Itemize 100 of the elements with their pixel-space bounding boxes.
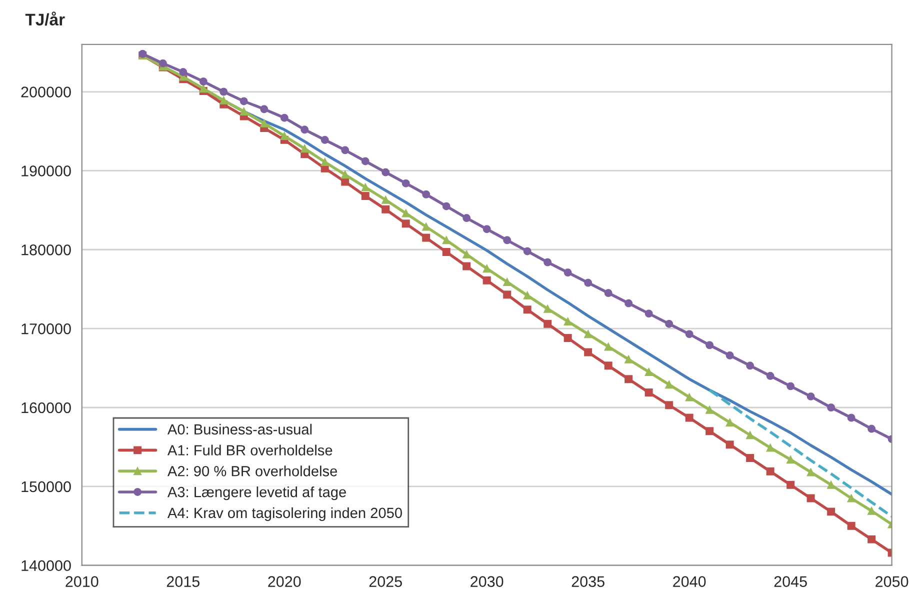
point [665, 401, 674, 410]
point [382, 205, 390, 214]
point [260, 119, 268, 128]
point [240, 108, 248, 116]
point [422, 190, 430, 198]
point [564, 268, 572, 277]
point [361, 183, 370, 192]
point [847, 494, 856, 502]
point [868, 535, 876, 544]
point [868, 424, 876, 433]
point [462, 262, 471, 270]
point [746, 431, 754, 440]
point [786, 382, 795, 390]
point [584, 330, 592, 338]
point [523, 247, 532, 256]
point [685, 330, 694, 338]
point [361, 192, 370, 200]
point [220, 96, 228, 104]
y-tick-label: 180000 [22, 244, 71, 256]
point [341, 146, 350, 154]
point [158, 59, 167, 68]
point [442, 236, 450, 244]
point [422, 222, 430, 231]
point [827, 480, 836, 489]
point [382, 196, 390, 204]
point [827, 508, 836, 516]
y-tick-label: 140000 [22, 560, 71, 572]
point [685, 393, 694, 402]
point [300, 126, 309, 134]
point [706, 406, 714, 414]
point [523, 291, 532, 300]
point [604, 289, 612, 298]
point [280, 132, 288, 140]
point [644, 368, 653, 376]
point [624, 375, 633, 384]
point [847, 414, 856, 422]
point [482, 264, 491, 273]
point [220, 88, 228, 96]
legend-label: A1: Fuld BR overholdelse [167, 444, 332, 456]
point [523, 306, 532, 314]
point [847, 522, 856, 530]
point [644, 388, 653, 396]
point [766, 444, 774, 452]
point [544, 258, 552, 266]
point [624, 299, 633, 308]
point [786, 456, 795, 464]
point [604, 362, 612, 370]
point [806, 494, 815, 502]
y-tick-label: 170000 [22, 323, 71, 334]
legend-label: A0: Business-as-usual [167, 424, 312, 435]
point [766, 372, 774, 380]
point [746, 362, 754, 370]
x-tick-label: 2020 [268, 576, 301, 587]
point [462, 214, 471, 222]
line-series [708, 388, 892, 518]
point [442, 202, 450, 210]
point [806, 468, 815, 476]
point [786, 480, 795, 489]
x-tick-label: 2030 [470, 576, 504, 587]
point [624, 355, 633, 364]
point [584, 348, 592, 356]
legend-label: A4: Krav om tagisolering inden 2050 [167, 507, 402, 521]
point [706, 341, 714, 350]
point [665, 320, 674, 328]
point [806, 392, 815, 400]
x-tick-label: 2025 [369, 576, 402, 587]
point [402, 220, 410, 228]
point [199, 78, 208, 86]
point [726, 440, 734, 449]
y-tick-label: 200000 [21, 86, 71, 98]
point [382, 168, 390, 176]
point [300, 144, 309, 153]
point [564, 317, 572, 326]
point [644, 310, 653, 318]
y-tick-label: 160000 [22, 402, 71, 414]
point [665, 380, 674, 389]
x-tick-label: 2045 [774, 576, 807, 587]
point [320, 136, 329, 144]
y-tick-label: 150000 [22, 481, 71, 492]
point [503, 278, 512, 286]
point [320, 158, 329, 166]
legend-label: A3: Længere levetid af tage [167, 486, 346, 500]
point [726, 418, 734, 426]
point [422, 234, 430, 242]
point [503, 290, 512, 299]
point [503, 236, 512, 244]
point [179, 68, 188, 76]
point [402, 209, 410, 218]
point [766, 467, 774, 476]
point [868, 506, 876, 515]
point [341, 170, 350, 179]
x-tick-label: 2015 [166, 576, 200, 587]
y-tick-label: 190000 [22, 166, 71, 176]
point [482, 225, 491, 234]
point [584, 278, 592, 287]
x-tick-label: 2040 [673, 576, 706, 587]
y-axis-title: TJ/år [25, 12, 65, 26]
point [280, 114, 288, 122]
point [402, 179, 410, 188]
point [544, 304, 552, 313]
